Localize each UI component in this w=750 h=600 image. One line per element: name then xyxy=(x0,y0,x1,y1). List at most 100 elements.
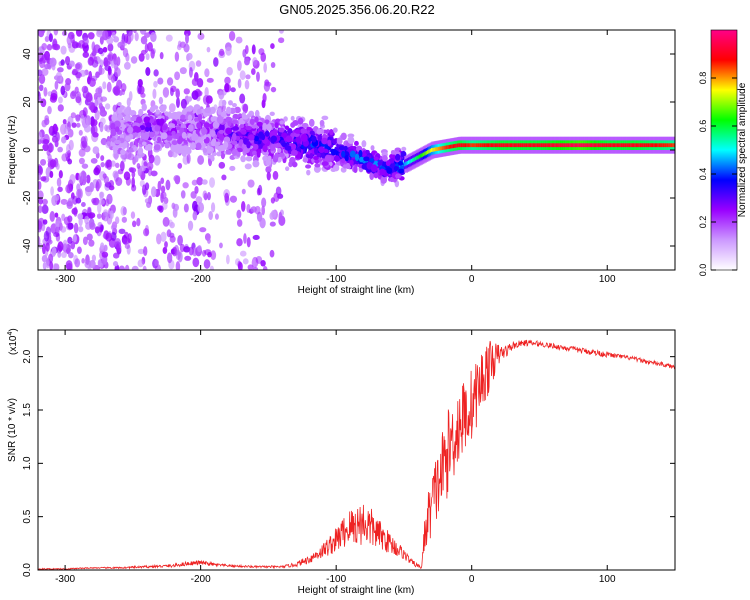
noise-point xyxy=(175,249,181,261)
band-point xyxy=(216,115,224,124)
colorbar-gradient xyxy=(710,29,738,271)
x-tick-label: 100 xyxy=(599,574,616,585)
noise-point xyxy=(204,86,209,98)
noise-point xyxy=(103,244,108,252)
band-point xyxy=(321,115,329,121)
band-point xyxy=(232,132,237,141)
noise-point xyxy=(206,77,214,83)
noise-point xyxy=(188,246,194,256)
noise-point xyxy=(53,30,59,36)
band-point xyxy=(110,141,116,147)
band-point xyxy=(123,108,130,116)
noise-point xyxy=(241,188,246,195)
noise-point xyxy=(191,90,199,100)
noise-point xyxy=(89,222,96,230)
noise-point xyxy=(160,191,167,199)
noise-point xyxy=(262,93,267,103)
band-point xyxy=(187,114,193,122)
band-point xyxy=(125,135,131,141)
band-point xyxy=(332,127,338,133)
spectrogram-x-ticks: -300 -200 -100 0 100 xyxy=(55,30,616,285)
noise-point xyxy=(166,252,173,264)
noise-point xyxy=(197,32,205,40)
noise-point xyxy=(78,129,83,136)
noise-point xyxy=(67,158,73,165)
band-point xyxy=(231,119,239,125)
noise-point xyxy=(69,174,76,185)
noise-point xyxy=(43,50,50,61)
band-point xyxy=(309,152,314,159)
noise-point xyxy=(86,174,91,184)
band-point xyxy=(154,125,161,132)
noise-point xyxy=(67,222,74,230)
band-point xyxy=(171,140,178,146)
band-point xyxy=(266,123,272,131)
noise-point xyxy=(66,35,73,46)
band-point xyxy=(297,117,304,125)
noise-point xyxy=(65,184,72,194)
noise-point xyxy=(197,202,205,213)
x-tick-label: -300 xyxy=(55,274,75,285)
noise-point xyxy=(106,81,112,93)
band-point xyxy=(216,151,222,157)
band-point xyxy=(191,133,199,141)
band-point xyxy=(330,148,337,156)
snr-frame xyxy=(37,329,676,571)
noise-point xyxy=(123,238,128,246)
noise-point xyxy=(43,87,48,97)
band-point xyxy=(390,149,396,155)
noise-point xyxy=(192,210,198,221)
noise-point xyxy=(230,87,236,93)
noise-point xyxy=(188,67,193,78)
noise-point xyxy=(168,103,176,113)
noise-point xyxy=(186,52,193,60)
noise-point xyxy=(136,217,141,227)
noise-point xyxy=(150,32,157,43)
noise-point xyxy=(64,82,71,92)
noise-point xyxy=(78,172,84,184)
noise-point xyxy=(57,67,64,73)
noise-point xyxy=(47,153,52,161)
noise-point xyxy=(147,42,153,52)
noise-point xyxy=(206,192,211,201)
noise-point xyxy=(191,179,198,186)
band-point xyxy=(251,124,257,129)
noise-point xyxy=(134,32,139,42)
noise-point xyxy=(81,258,85,264)
noise-point xyxy=(118,228,126,235)
noise-point xyxy=(174,51,180,62)
band-point xyxy=(209,122,214,130)
noise-point xyxy=(175,261,181,270)
noise-point xyxy=(179,41,187,48)
y-tick-label: 0 xyxy=(22,147,33,153)
noise-point xyxy=(209,265,214,270)
noise-point xyxy=(92,146,100,155)
noise-point xyxy=(177,162,183,169)
band-point xyxy=(146,122,152,128)
noise-point xyxy=(55,162,60,170)
noise-point xyxy=(49,57,57,67)
noise-point xyxy=(131,171,136,178)
band-point xyxy=(316,152,321,158)
noise-point xyxy=(224,82,230,93)
noise-point xyxy=(246,203,251,213)
noise-point xyxy=(47,106,52,115)
noise-point xyxy=(63,126,71,135)
band-point xyxy=(261,133,266,141)
noise-point xyxy=(131,265,139,270)
noise-point xyxy=(40,98,47,108)
noise-point xyxy=(239,70,246,81)
noise-point xyxy=(125,176,131,186)
band-point xyxy=(265,159,272,166)
noise-point xyxy=(272,170,279,180)
noise-point xyxy=(119,160,125,172)
noise-point xyxy=(160,177,165,185)
band-point xyxy=(217,107,222,115)
band-point xyxy=(340,132,347,141)
noise-point xyxy=(153,155,161,166)
noise-point xyxy=(38,74,46,85)
noise-point xyxy=(152,88,157,99)
noise-point xyxy=(124,264,130,270)
band-point xyxy=(398,168,405,174)
noise-point xyxy=(94,109,100,121)
